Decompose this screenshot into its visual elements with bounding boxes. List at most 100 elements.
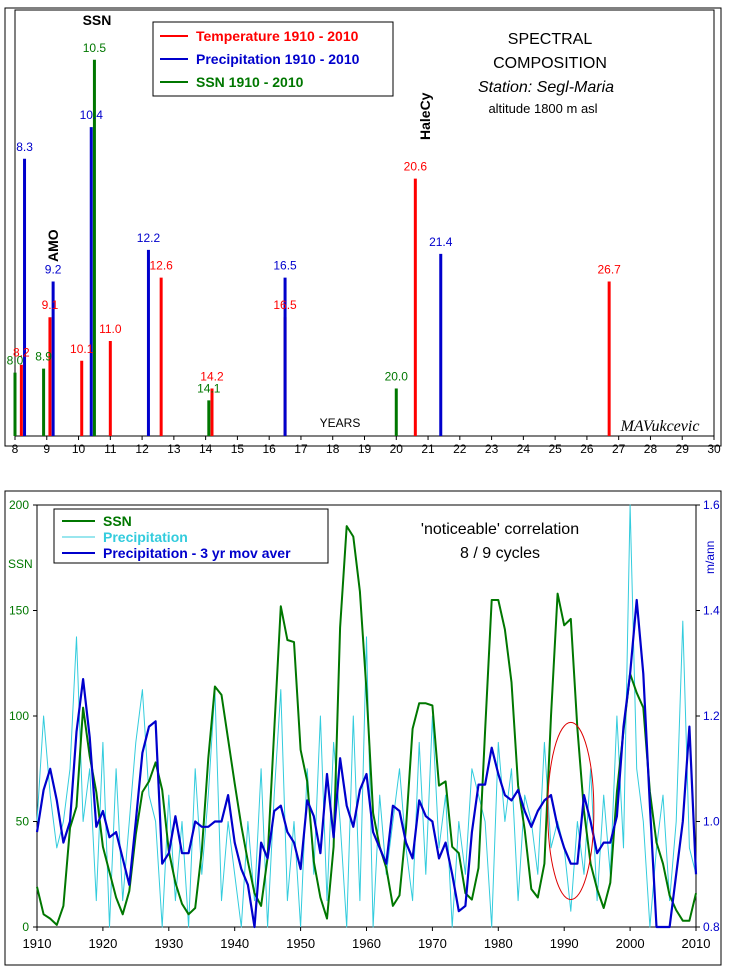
spectral-title-line1: SPECTRAL — [508, 31, 593, 48]
right-axis-label: m/ann — [703, 541, 717, 574]
left-tick-label-3: 150 — [9, 604, 29, 618]
spectral-peak-label-0-0: 8.2 — [13, 346, 30, 360]
spectral-peak-label-1-2: 10.4 — [80, 108, 104, 122]
ssn-line — [36, 525, 697, 926]
station-label: Station: Segl-Maria — [478, 79, 614, 96]
right-tick-label-2: 1.2 — [703, 709, 720, 723]
spectral-peak-label-0-2: 10.1 — [70, 342, 94, 356]
spectral-title-line2: COMPOSITION — [493, 55, 607, 72]
spectral-legend: Temperature 1910 - 2010 Precipitation 19… — [152, 21, 394, 97]
spectral-peak-label-2-4: 20.0 — [385, 369, 409, 383]
timeseries-ticks: 1910 1920 1930 1940 1950 1960 1970 1980 1990 2000… — [9, 498, 720, 951]
spectral-x-tick-label-4: 12 — [135, 442, 149, 456]
x-tick-label-1: 1920 — [88, 936, 117, 951]
altitude-label: altitude 1800 m asl — [488, 101, 597, 116]
annotation-ssn: SSN — [83, 12, 112, 28]
spectral-peak-label-2-1: 8.9 — [35, 350, 52, 364]
highlight-ellipse-group — [547, 721, 595, 901]
left-axis-label: SSN — [8, 557, 33, 571]
right-tick-label-0: 0.8 — [703, 920, 720, 934]
spectral-x-tick-label-0: 8 — [12, 442, 19, 456]
correlation-annotation-line1: 'noticeable' correlation — [421, 521, 579, 538]
spectral-peak-label-2-2: 10.5 — [83, 41, 107, 55]
x-tick-label-4: 1950 — [286, 936, 315, 951]
spectral-panel: 8.2 9.1 10.1 11.0 12.6 14.2 16.5 20.6 26.7 8.3 9.2… — [4, 7, 722, 456]
highlight-ellipse — [547, 721, 595, 901]
spectral-x-tick-label-6: 14 — [199, 442, 213, 456]
spectral-peak-label-1-3: 12.2 — [137, 231, 161, 245]
spectral-x-tick-label-10: 18 — [326, 442, 340, 456]
spectral-peak-label-0-8: 26.7 — [597, 263, 621, 277]
spectral-peak-label-0-4: 12.6 — [149, 259, 173, 273]
right-tick-label-1: 1.0 — [703, 815, 720, 829]
x-tick-label-10: 2010 — [682, 936, 711, 951]
x-tick-label-5: 1960 — [352, 936, 381, 951]
spectral-x-tick-label-18: 26 — [580, 442, 594, 456]
spectral-peak-label-2-3: 14.1 — [197, 381, 221, 395]
spectral-peak-label-0-5: 14.2 — [200, 369, 224, 383]
spectral-x-tick-label-8: 16 — [263, 442, 277, 456]
spectral-x-tick-label-3: 11 — [104, 442, 117, 456]
timeseries-legend: SSN Precipitation Precipitation - 3 yr m… — [53, 508, 329, 564]
spectral-x-tick-label-2: 10 — [72, 442, 86, 456]
spectral-x-tick-label-16: 24 — [517, 442, 531, 456]
spectral-x-tick-label-9: 17 — [294, 442, 308, 456]
spectral-x-tick-label-11: 19 — [358, 442, 372, 456]
left-tick-label-1: 50 — [16, 815, 30, 829]
x-tick-label-7: 1980 — [484, 936, 513, 951]
spectral-x-tick-label-21: 29 — [676, 442, 690, 456]
spectral-x-tick-label-1: 9 — [43, 442, 50, 456]
right-tick-label-4: 1.6 — [703, 498, 720, 512]
precipitation-line — [36, 504, 697, 928]
spectral-x-tick-label-13: 21 — [421, 442, 435, 456]
spectral-x-tick-label-17: 25 — [548, 442, 562, 456]
spectral-peak-label-0-6: 16.5 — [273, 298, 297, 312]
author-signature: MAVukcevic — [620, 418, 700, 435]
legend-label-precip: Precipitation — [103, 529, 188, 545]
x-tick-label-9: 2000 — [616, 936, 645, 951]
x-tick-label-2: 1930 — [154, 936, 183, 951]
spectral-peak-labels: 8.2 9.1 10.1 11.0 12.6 14.2 16.5 20.6 26.7 8.3 9.2… — [7, 41, 621, 396]
x-tick-label-0: 1910 — [23, 936, 52, 951]
x-tick-label-3: 1940 — [220, 936, 249, 951]
spectral-x-tick-label-22: 30 — [707, 442, 721, 456]
legend-label-ssn-2: SSN — [103, 513, 132, 529]
spectral-x-tick-label-5: 13 — [167, 442, 181, 456]
spectral-x-tick-label-7: 15 — [231, 442, 245, 456]
spectral-x-ticks: 8 9 10 11 12 13 14 15 16 17 18 19 20 21 22 23 24 25 26 27 28… — [12, 436, 721, 456]
annotation-halecy: HaleCy — [417, 92, 433, 140]
x-tick-label-8: 1990 — [550, 936, 579, 951]
legend-label-temperature: Temperature 1910 - 2010 — [196, 28, 359, 44]
spectral-x-axis-label: YEARS — [320, 416, 361, 430]
left-tick-label-0: 0 — [22, 920, 29, 934]
legend-label-ssn: SSN 1910 - 2010 — [196, 74, 304, 90]
spectral-peak-label-1-1: 9.2 — [45, 263, 62, 277]
spectral-x-tick-label-14: 22 — [453, 442, 467, 456]
spectral-x-tick-label-19: 27 — [612, 442, 626, 456]
spectral-peak-label-1-4: 16.5 — [273, 259, 297, 273]
spectral-peak-label-0-3: 11.0 — [99, 322, 122, 336]
right-tick-label-3: 1.4 — [703, 604, 720, 618]
spectral-legend-box — [152, 21, 394, 97]
annotation-amo: AMO — [45, 229, 61, 262]
x-tick-label-6: 1970 — [418, 936, 447, 951]
correlation-annotation-line2: 8 / 9 cycles — [460, 545, 540, 562]
spectral-peak-label-0-1: 9.1 — [42, 298, 59, 312]
spectral-x-tick-label-15: 23 — [485, 442, 499, 456]
legend-label-precip-avg: Precipitation - 3 yr mov aver — [103, 545, 291, 561]
spectral-x-tick-label-20: 28 — [644, 442, 658, 456]
timeseries-panel: 1910 1920 1930 1940 1950 1960 1970 1980 1990 2000… — [4, 490, 722, 966]
timeseries-lines — [35, 504, 698, 929]
precip-moving-average-line — [35, 598, 698, 929]
spectral-peak-label-1-0: 8.3 — [16, 140, 33, 154]
left-tick-label-2: 100 — [9, 709, 29, 723]
spectral-peaks — [13, 59, 611, 436]
spectral-peak-label-0-7: 20.6 — [404, 160, 428, 174]
timeseries-legend-box — [53, 508, 329, 564]
spectral-peak-label-1-5: 21.4 — [429, 235, 453, 249]
spectral-x-tick-label-12: 20 — [390, 442, 404, 456]
spectral-peak-label-2-0: 8.0 — [7, 354, 24, 368]
legend-label-precipitation: Precipitation 1910 - 2010 — [196, 51, 360, 67]
